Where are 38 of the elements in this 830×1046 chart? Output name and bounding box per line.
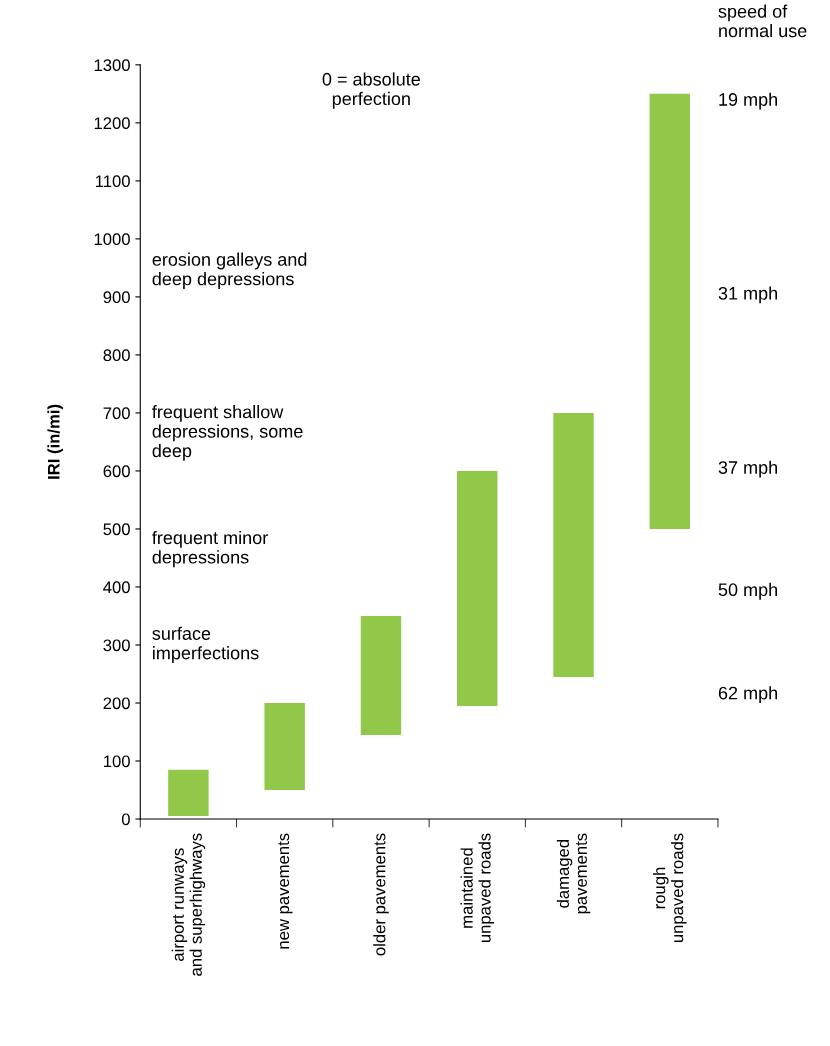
annotation: 0 = absolute perfection <box>322 72 420 109</box>
bar <box>649 93 691 529</box>
text: 50 mph <box>718 582 777 600</box>
x-tick-label: airport runways and superhighways <box>171 833 206 976</box>
bar <box>360 615 402 735</box>
y-tick-label: 1000 <box>94 233 130 246</box>
annotation: erosion galleys and deep depressions <box>152 252 307 289</box>
bar <box>168 769 209 817</box>
annotation: frequent shallow depressions, some deep <box>152 405 303 461</box>
text: 37 mph <box>718 460 777 478</box>
bar <box>553 412 594 677</box>
text: 31 mph <box>718 286 777 304</box>
x-tick-label: maintained unpaved roads <box>460 833 494 943</box>
y-tick-label: 1200 <box>94 117 130 130</box>
text: 62 mph <box>718 686 777 703</box>
bar <box>264 702 305 791</box>
y-tick-label: 0 <box>121 813 130 826</box>
y-tick-label: 100 <box>104 755 130 768</box>
y-tick-label: 300 <box>103 639 130 652</box>
annotation: frequent minor depressions <box>152 530 268 568</box>
text: 19 mph <box>719 92 777 110</box>
x-tick-label: new pavements <box>278 833 293 949</box>
y-tick-label: 200 <box>103 697 130 710</box>
y-tick-label: 600 <box>103 465 130 478</box>
x-tick-label: rough unpaved roads <box>653 833 687 943</box>
y-tick-label: 1100 <box>95 175 130 188</box>
y-tick-label: 900 <box>103 291 130 304</box>
y-axis-title: IRI (in/mi) <box>47 404 63 479</box>
y-tick-label: 700 <box>103 407 130 420</box>
text: speed of normal use <box>718 4 807 38</box>
x-tick-label: damaged pavements <box>556 833 591 914</box>
y-tick-label: 400 <box>103 581 130 594</box>
x-tick-label: older pavements <box>373 833 389 956</box>
annotation: surface imperfections <box>152 626 259 663</box>
bar <box>457 470 498 706</box>
y-tick-label: 1300 <box>94 59 130 72</box>
y-tick-label: 500 <box>103 523 130 536</box>
y-tick-label: 800 <box>103 349 130 362</box>
